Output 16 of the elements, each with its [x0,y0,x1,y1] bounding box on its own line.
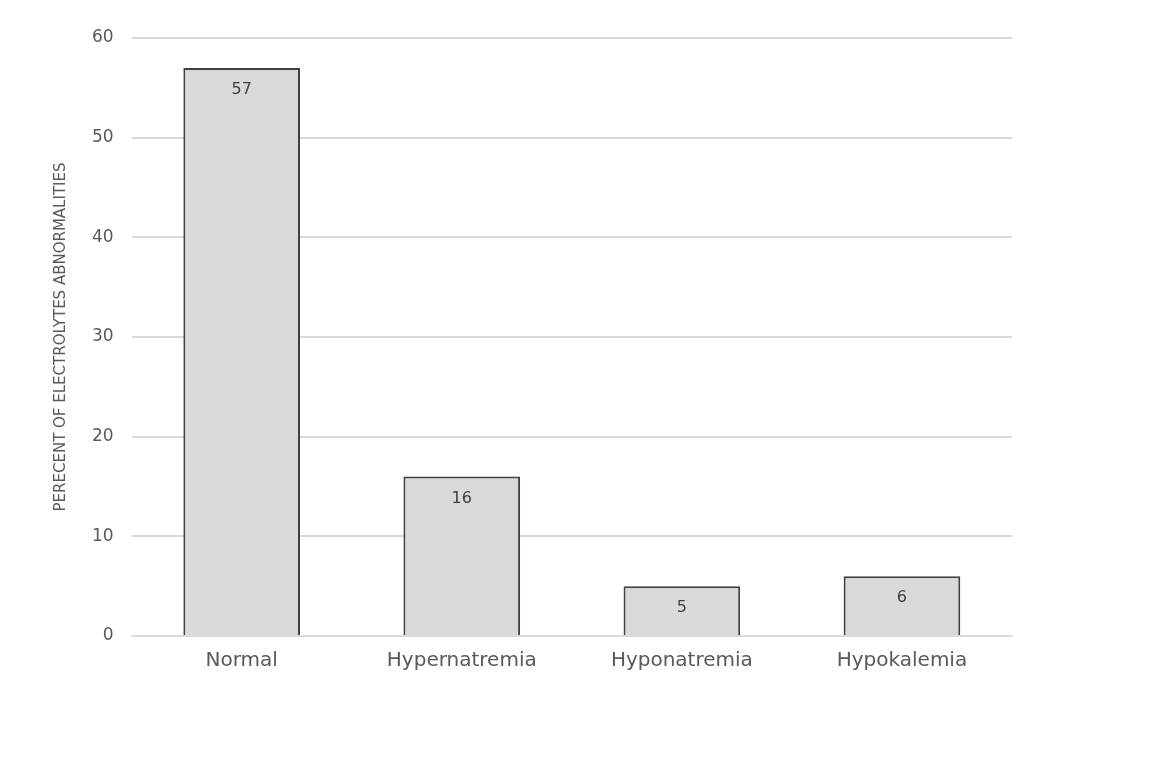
x-tick-label: Normal [205,647,278,672]
data-label: 16 [451,487,472,507]
y-tick-label: 10 [91,524,114,545]
y-axis-title: PERECENT OF ELECTROLYTES ABNORMALITIES [50,162,69,512]
x-tick-label: Hypokalemia [836,647,968,672]
y-tick-label: 50 [91,126,114,147]
data-label: 57 [231,79,252,99]
y-tick-label: 40 [91,225,114,246]
y-tick-label: 60 [91,26,114,47]
y-tick-label: 0 [102,624,114,645]
y-tick-label: 30 [91,325,114,346]
x-tick-label: Hypernatremia [386,647,537,672]
data-label: 5 [676,597,687,617]
x-tick-label: Hyponatremia [610,647,753,672]
y-tick-label: 20 [91,425,114,446]
data-label: 6 [896,587,908,607]
